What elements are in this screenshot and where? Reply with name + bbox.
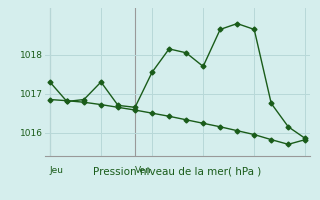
Text: Ven: Ven	[135, 166, 152, 175]
X-axis label: Pression niveau de la mer( hPa ): Pression niveau de la mer( hPa )	[93, 166, 262, 176]
Text: Jeu: Jeu	[50, 166, 64, 175]
